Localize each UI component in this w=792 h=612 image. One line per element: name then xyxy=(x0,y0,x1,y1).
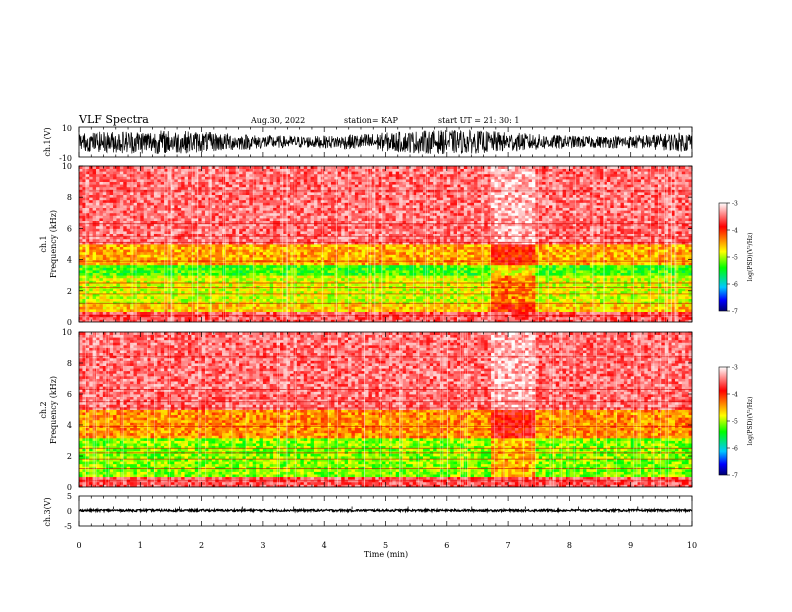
x-tick-label: 10 xyxy=(687,541,697,550)
spec-ytick-label: 2 xyxy=(67,452,72,461)
colorbar-tick-label: -6 xyxy=(732,282,738,289)
spec-ytick-label: 0 xyxy=(67,483,72,492)
ch1-ytick-top: 10 xyxy=(62,124,72,133)
date-label: Aug.30, 2022 xyxy=(250,116,305,125)
x-tick-label: 5 xyxy=(383,541,388,550)
ch3-ytick-top: 5 xyxy=(67,492,72,501)
colorbar-ch2-label: log(PSD)(V²/Hz) xyxy=(747,397,754,446)
spec-ytick-label: 0 xyxy=(67,318,72,327)
colorbar-tick-label: -3 xyxy=(732,365,738,372)
colorbar-tick-label: -7 xyxy=(732,309,738,316)
ch2-spec-ylabel-freq: Frequency (kHz) xyxy=(49,376,58,444)
spec-ytick-label: 4 xyxy=(67,256,72,265)
ch3-waveform-trace xyxy=(79,507,692,512)
colorbar-ch2: -3 -4 -5 -6 -7 log(PSD)(V²/Hz) xyxy=(719,365,754,480)
ch1-spec-ylabel-freq: Frequency (kHz) xyxy=(49,210,58,278)
panel-ch3-waveform: 5 0 -5 ch.3(V) xyxy=(43,492,692,531)
x-axis-tick-labels: 0 1 2 3 4 5 6 7 8 9 10 xyxy=(76,541,697,550)
x-tick-label: 6 xyxy=(444,541,449,550)
spec-ytick-label: 10 xyxy=(62,162,72,171)
station-label: station= KAP xyxy=(344,116,399,125)
colorbar-ch1: -3 -4 -5 -6 -7 log(PSD)(V²/Hz) xyxy=(719,201,754,316)
colorbar-tick-label: -5 xyxy=(732,419,738,426)
ch2-spec-ylabel-channel: ch.2 xyxy=(39,401,48,418)
ch1-spectrogram-image xyxy=(79,166,692,322)
spec-ytick-label: 6 xyxy=(67,390,72,399)
colorbar-tick-label: -4 xyxy=(732,228,738,235)
spec-ytick-label: 8 xyxy=(67,359,72,368)
x-tick-label: 2 xyxy=(199,541,204,550)
colorbar-tick-label: -3 xyxy=(732,201,738,208)
spec-ytick-label: 8 xyxy=(67,193,72,202)
ch1-ylabel: ch.1(V) xyxy=(43,127,52,156)
colorbar-tick-label: -4 xyxy=(732,392,738,399)
ch1-waveform-trace xyxy=(79,130,692,154)
panel-ch2-spectrogram: 0 2 4 6 8 10 ch.2 Frequency (kHz) xyxy=(39,328,692,492)
x-tick-label: 1 xyxy=(138,541,143,550)
ch3-ytick-mid: 0 xyxy=(67,507,72,516)
ch2-spectrogram-image xyxy=(79,332,692,487)
colorbar-tick-label: -6 xyxy=(732,446,738,453)
ch3-ytick-bottom: -5 xyxy=(64,522,72,531)
colorbar-ch1-label: log(PSD)(V²/Hz) xyxy=(747,233,754,282)
colorbar-tick-label: -7 xyxy=(732,473,738,480)
panel-ch1-waveform: 10 -10 ch.1(V) xyxy=(43,124,692,163)
x-tick-label: 0 xyxy=(76,541,81,550)
spec-ytick-label: 6 xyxy=(67,224,72,233)
figure-title: VLF Spectra xyxy=(78,113,149,126)
vlf-spectra-figure: VLF Spectra Aug.30, 2022 station= KAP st… xyxy=(0,0,792,612)
spec-ytick-label: 2 xyxy=(67,287,72,296)
x-tick-label: 9 xyxy=(628,541,633,550)
ch3-ylabel: ch.3(V) xyxy=(43,497,52,526)
x-tick-label: 4 xyxy=(322,541,327,550)
x-tick-label: 3 xyxy=(260,541,265,550)
x-tick-label: 7 xyxy=(506,541,511,550)
spec-ytick-label: 10 xyxy=(62,328,72,337)
ch1-spec-ylabel-channel: ch.1 xyxy=(39,235,48,252)
colorbar-tick-label: -5 xyxy=(732,255,738,262)
spec-ytick-label: 4 xyxy=(67,421,72,430)
start-time-label: start UT = 21: 30: 1 xyxy=(438,116,519,125)
x-tick-label: 8 xyxy=(567,541,572,550)
panel-ch1-spectrogram: 0 2 4 6 8 10 ch.1 Frequency (kHz) xyxy=(39,162,692,327)
x-axis-label: Time (min) xyxy=(364,550,408,559)
